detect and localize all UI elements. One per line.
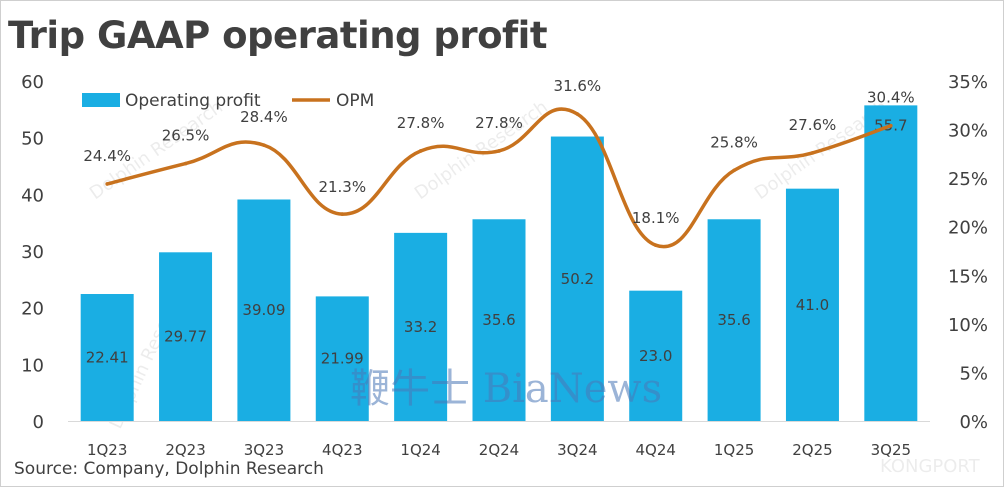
bar-data-label: 21.99 bbox=[321, 350, 364, 368]
y-left-tick: 30 bbox=[21, 242, 44, 263]
bar bbox=[550, 136, 604, 422]
source-note: Source: Company, Dolphin Research bbox=[14, 459, 324, 479]
watermark-text: KONGPORT bbox=[880, 456, 981, 477]
opm-data-label: 18.1% bbox=[632, 209, 680, 227]
bar bbox=[785, 188, 839, 421]
bar-data-label: 33.2 bbox=[404, 318, 437, 336]
y-right-tick: 20% bbox=[948, 218, 988, 239]
bar-data-label: 35.6 bbox=[482, 311, 515, 329]
opm-data-label: 24.4% bbox=[83, 147, 131, 165]
y-left-tick: 10 bbox=[21, 355, 44, 376]
y-left-tick: 40 bbox=[21, 185, 44, 206]
opm-point bbox=[653, 243, 658, 247]
y-right-tick: 15% bbox=[948, 266, 988, 287]
bar bbox=[707, 219, 761, 421]
x-tick-label: 2Q23 bbox=[165, 441, 205, 459]
x-tick-label: 3Q24 bbox=[557, 441, 597, 459]
bar-data-label: 39.09 bbox=[242, 301, 285, 319]
x-tick-label: 3Q25 bbox=[871, 441, 911, 459]
opm-data-label: 28.4% bbox=[240, 108, 288, 126]
bar-data-label: 22.41 bbox=[86, 349, 129, 367]
opm-point bbox=[889, 123, 893, 128]
opm-point bbox=[732, 168, 736, 173]
opm-data-label: 25.8% bbox=[710, 133, 758, 151]
opm-data-label: 31.6% bbox=[554, 77, 602, 95]
y-right-tick: 0% bbox=[959, 412, 988, 433]
x-tick-label: 1Q24 bbox=[400, 441, 440, 459]
opm-point bbox=[183, 161, 188, 166]
bar bbox=[629, 290, 683, 421]
opm-point bbox=[497, 149, 501, 153]
bar bbox=[394, 232, 448, 421]
y-right-tick: 35% bbox=[948, 72, 988, 93]
bar-data-label: 41.0 bbox=[796, 296, 829, 314]
opm-data-label: 27.8% bbox=[475, 114, 523, 132]
bar bbox=[80, 294, 134, 421]
bar bbox=[864, 105, 918, 421]
opm-data-label: 27.6% bbox=[789, 116, 837, 134]
y-left-tick: 0 bbox=[33, 412, 44, 433]
watermark-text: Dolphin Research bbox=[411, 97, 552, 204]
opm-data-label: 26.5% bbox=[162, 127, 210, 145]
x-tick-label: 4Q24 bbox=[636, 441, 676, 459]
opm-data-label: 27.8% bbox=[397, 114, 445, 132]
bar bbox=[237, 199, 291, 421]
x-tick-label: 3Q23 bbox=[244, 441, 284, 459]
bar-data-label: 29.77 bbox=[164, 328, 207, 346]
x-tick-label: 1Q23 bbox=[87, 441, 127, 459]
y-left-tick: 50 bbox=[21, 129, 44, 150]
bar-data-label: 35.6 bbox=[717, 311, 750, 329]
bianews-watermark: 鞭牛士 BiaNews bbox=[350, 366, 662, 412]
bar bbox=[159, 252, 213, 421]
bar bbox=[315, 296, 369, 421]
opm-point bbox=[418, 149, 423, 153]
opm-point bbox=[262, 143, 266, 147]
y-right-tick: 25% bbox=[948, 169, 988, 190]
bar-data-label: 23.0 bbox=[639, 347, 672, 365]
chart-title: Trip GAAP operating profit bbox=[8, 14, 548, 57]
opm-point bbox=[340, 212, 345, 216]
x-tick-label: 2Q25 bbox=[792, 441, 832, 459]
x-tick-label: 2Q24 bbox=[479, 441, 519, 459]
bar-data-label: 50.2 bbox=[561, 270, 594, 288]
y-left-tick: 20 bbox=[21, 299, 44, 320]
x-tick-label: 4Q23 bbox=[322, 441, 362, 459]
opm-data-label: 21.3% bbox=[318, 178, 366, 196]
opm-point bbox=[105, 182, 109, 186]
y-left-tick: 60 bbox=[21, 72, 44, 93]
legend-bar-swatch bbox=[82, 93, 120, 107]
x-tick-label: 1Q25 bbox=[714, 441, 754, 459]
opm-data-label: 30.4% bbox=[867, 89, 915, 107]
opm-point bbox=[575, 112, 580, 116]
opm-point bbox=[810, 151, 815, 155]
y-right-tick: 5% bbox=[959, 363, 988, 384]
y-right-tick: 30% bbox=[948, 121, 988, 142]
y-right-tick: 10% bbox=[948, 315, 988, 336]
legend-line-label: OPM bbox=[336, 91, 374, 111]
legend-bar-label: Operating profit bbox=[125, 91, 261, 111]
bar bbox=[472, 219, 526, 421]
